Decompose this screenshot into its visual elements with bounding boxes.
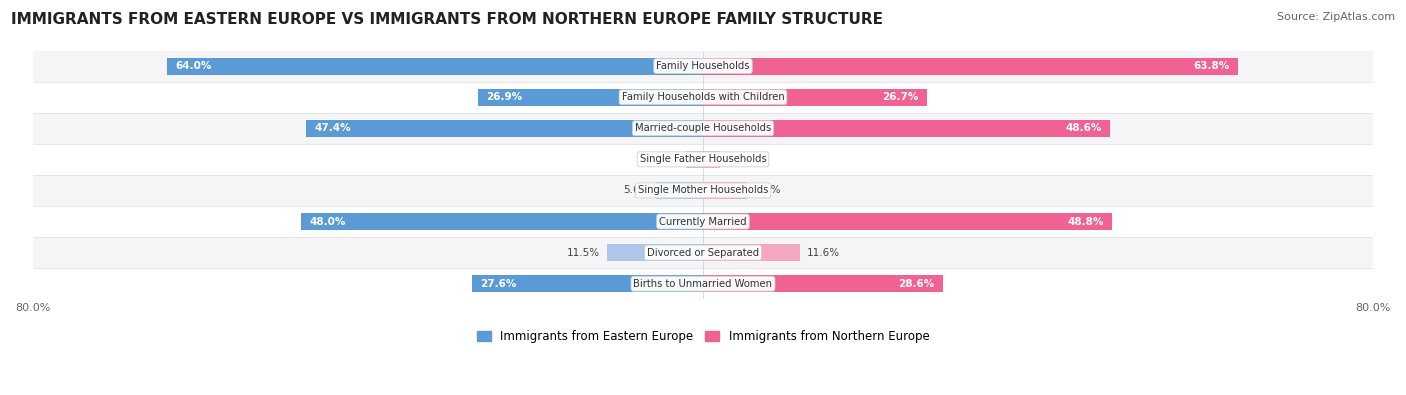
Text: 26.7%: 26.7% — [882, 92, 918, 102]
Bar — [167, 58, 703, 75]
Bar — [301, 213, 703, 230]
Text: Divorced or Separated: Divorced or Separated — [647, 248, 759, 258]
Text: 5.3%: 5.3% — [754, 185, 780, 196]
Bar — [703, 244, 800, 261]
Bar — [32, 144, 1374, 175]
Text: 47.4%: 47.4% — [314, 123, 352, 133]
Text: Family Households: Family Households — [657, 61, 749, 71]
Text: Births to Unmarried Women: Births to Unmarried Women — [634, 279, 772, 289]
Bar — [307, 120, 703, 137]
Bar — [472, 275, 703, 292]
Bar — [478, 88, 703, 106]
Text: Single Father Households: Single Father Households — [640, 154, 766, 164]
Text: 26.9%: 26.9% — [486, 92, 522, 102]
Text: 48.0%: 48.0% — [309, 216, 346, 226]
Bar — [703, 88, 927, 106]
Text: 2.0%: 2.0% — [727, 154, 752, 164]
Text: 11.5%: 11.5% — [567, 248, 600, 258]
Bar — [606, 244, 703, 261]
Bar — [32, 237, 1374, 268]
Text: 63.8%: 63.8% — [1192, 61, 1229, 71]
Text: Single Mother Households: Single Mother Households — [638, 185, 768, 196]
Text: 48.6%: 48.6% — [1066, 123, 1102, 133]
Bar — [703, 213, 1112, 230]
Text: 5.6%: 5.6% — [623, 185, 650, 196]
Bar — [32, 175, 1374, 206]
Bar — [32, 113, 1374, 144]
Bar — [703, 120, 1111, 137]
Bar — [32, 268, 1374, 299]
Text: 64.0%: 64.0% — [176, 61, 211, 71]
Bar — [32, 51, 1374, 82]
Text: 2.0%: 2.0% — [654, 154, 679, 164]
Text: 11.6%: 11.6% — [807, 248, 839, 258]
Text: Source: ZipAtlas.com: Source: ZipAtlas.com — [1277, 12, 1395, 22]
Bar — [703, 275, 942, 292]
Bar — [657, 182, 703, 199]
Text: IMMIGRANTS FROM EASTERN EUROPE VS IMMIGRANTS FROM NORTHERN EUROPE FAMILY STRUCTU: IMMIGRANTS FROM EASTERN EUROPE VS IMMIGR… — [11, 12, 883, 27]
Text: 28.6%: 28.6% — [898, 279, 934, 289]
Text: 27.6%: 27.6% — [479, 279, 516, 289]
Text: Married-couple Households: Married-couple Households — [636, 123, 770, 133]
Bar — [703, 182, 748, 199]
Bar — [32, 206, 1374, 237]
Text: Currently Married: Currently Married — [659, 216, 747, 226]
Bar — [686, 151, 703, 168]
Text: Family Households with Children: Family Households with Children — [621, 92, 785, 102]
Legend: Immigrants from Eastern Europe, Immigrants from Northern Europe: Immigrants from Eastern Europe, Immigran… — [472, 325, 934, 348]
Bar — [32, 82, 1374, 113]
Text: 48.8%: 48.8% — [1067, 216, 1104, 226]
Bar — [703, 58, 1237, 75]
Bar — [703, 151, 720, 168]
